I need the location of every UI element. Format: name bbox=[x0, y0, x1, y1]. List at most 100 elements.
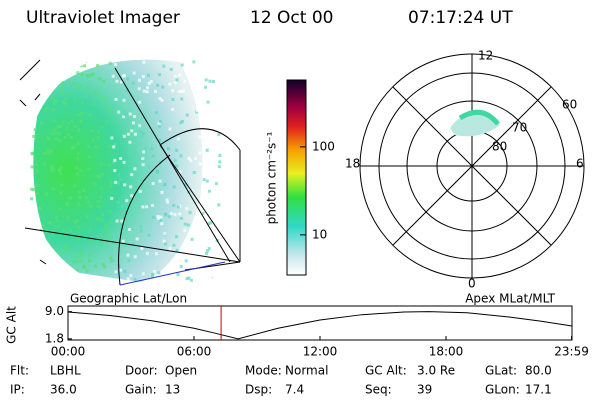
speckle bbox=[152, 270, 156, 274]
speckle bbox=[63, 102, 67, 106]
speckle bbox=[67, 265, 71, 269]
speckle bbox=[151, 204, 155, 208]
speckle bbox=[65, 126, 69, 130]
speckle bbox=[131, 176, 135, 180]
speckle bbox=[183, 79, 187, 83]
speckle bbox=[101, 262, 105, 266]
speckle bbox=[100, 186, 104, 190]
speckle bbox=[61, 120, 65, 124]
speckle bbox=[122, 115, 126, 119]
speckle bbox=[69, 275, 73, 279]
speckle bbox=[102, 79, 106, 83]
speckle bbox=[158, 73, 162, 77]
speckle bbox=[198, 151, 202, 155]
speckle bbox=[64, 97, 68, 101]
speckle bbox=[33, 100, 37, 104]
speckle bbox=[50, 230, 54, 234]
speckle bbox=[145, 251, 149, 255]
speckle bbox=[173, 213, 177, 217]
speckle bbox=[69, 135, 73, 139]
speckle bbox=[65, 271, 69, 275]
speckle bbox=[217, 165, 221, 169]
track bbox=[119, 261, 226, 286]
speckle bbox=[75, 166, 79, 170]
speckle bbox=[200, 275, 204, 279]
speckle bbox=[183, 228, 187, 232]
speckle bbox=[32, 134, 36, 138]
speckle bbox=[41, 223, 45, 227]
speckle bbox=[79, 119, 83, 123]
speckle bbox=[196, 109, 200, 113]
speckle bbox=[139, 130, 143, 134]
speckle bbox=[116, 181, 120, 185]
speckle bbox=[122, 98, 126, 102]
speckle bbox=[127, 259, 131, 263]
mlat-label: 80 bbox=[492, 140, 507, 154]
speckle bbox=[46, 106, 50, 110]
speckle bbox=[192, 60, 196, 64]
speckle bbox=[97, 130, 101, 134]
speckle bbox=[176, 205, 180, 209]
speckle bbox=[178, 212, 182, 216]
speckle bbox=[33, 235, 37, 239]
speckle bbox=[45, 64, 49, 68]
speckle bbox=[72, 145, 76, 149]
speckle bbox=[130, 194, 134, 198]
speckle bbox=[72, 82, 76, 86]
speckle bbox=[46, 148, 50, 152]
speckle bbox=[59, 207, 63, 211]
speckle bbox=[111, 74, 115, 78]
speckle bbox=[151, 272, 155, 276]
speckle bbox=[203, 212, 207, 216]
speckle bbox=[206, 249, 210, 253]
mlt-label: 18 bbox=[345, 157, 360, 171]
speckle bbox=[173, 74, 177, 78]
speckle bbox=[127, 227, 131, 231]
speckle bbox=[76, 141, 80, 145]
speckle bbox=[52, 257, 56, 261]
status-label: GC Alt: bbox=[365, 364, 407, 378]
speckle bbox=[76, 152, 80, 156]
speckle bbox=[117, 173, 121, 177]
status-label: Mode: bbox=[245, 364, 282, 378]
speckle bbox=[80, 72, 84, 76]
speckle bbox=[141, 74, 145, 78]
speckle bbox=[208, 189, 212, 193]
speckle bbox=[126, 277, 130, 281]
speckle bbox=[93, 182, 97, 186]
speckle bbox=[218, 160, 222, 164]
speckle bbox=[108, 144, 112, 148]
speckle bbox=[100, 125, 104, 129]
speckle bbox=[141, 150, 145, 154]
status-value: 13 bbox=[165, 383, 180, 397]
status-label: Flt: bbox=[10, 364, 29, 378]
speckle bbox=[189, 159, 193, 163]
speckle bbox=[146, 86, 150, 90]
speckle bbox=[137, 78, 141, 82]
speckle bbox=[180, 257, 184, 261]
status-value: Normal bbox=[285, 364, 328, 378]
mlt-label: 12 bbox=[478, 49, 493, 63]
speckle bbox=[55, 99, 59, 103]
speckle bbox=[162, 239, 166, 243]
speckle bbox=[147, 233, 151, 237]
speckle bbox=[111, 233, 115, 237]
speckle bbox=[205, 148, 209, 152]
speckle bbox=[116, 200, 120, 204]
speckle bbox=[50, 169, 54, 173]
speckle bbox=[36, 275, 40, 279]
speckle bbox=[85, 196, 89, 200]
speckle bbox=[36, 87, 40, 91]
speckle bbox=[34, 242, 38, 246]
speckle bbox=[100, 162, 104, 166]
speckle bbox=[34, 93, 38, 97]
speckle bbox=[205, 179, 209, 183]
speckle bbox=[76, 172, 80, 176]
speckle bbox=[163, 232, 167, 236]
speckle bbox=[47, 60, 51, 64]
speckle bbox=[96, 217, 100, 221]
speckle bbox=[66, 216, 70, 220]
speckle bbox=[138, 100, 142, 104]
speckle bbox=[109, 256, 113, 260]
speckle bbox=[218, 153, 222, 157]
